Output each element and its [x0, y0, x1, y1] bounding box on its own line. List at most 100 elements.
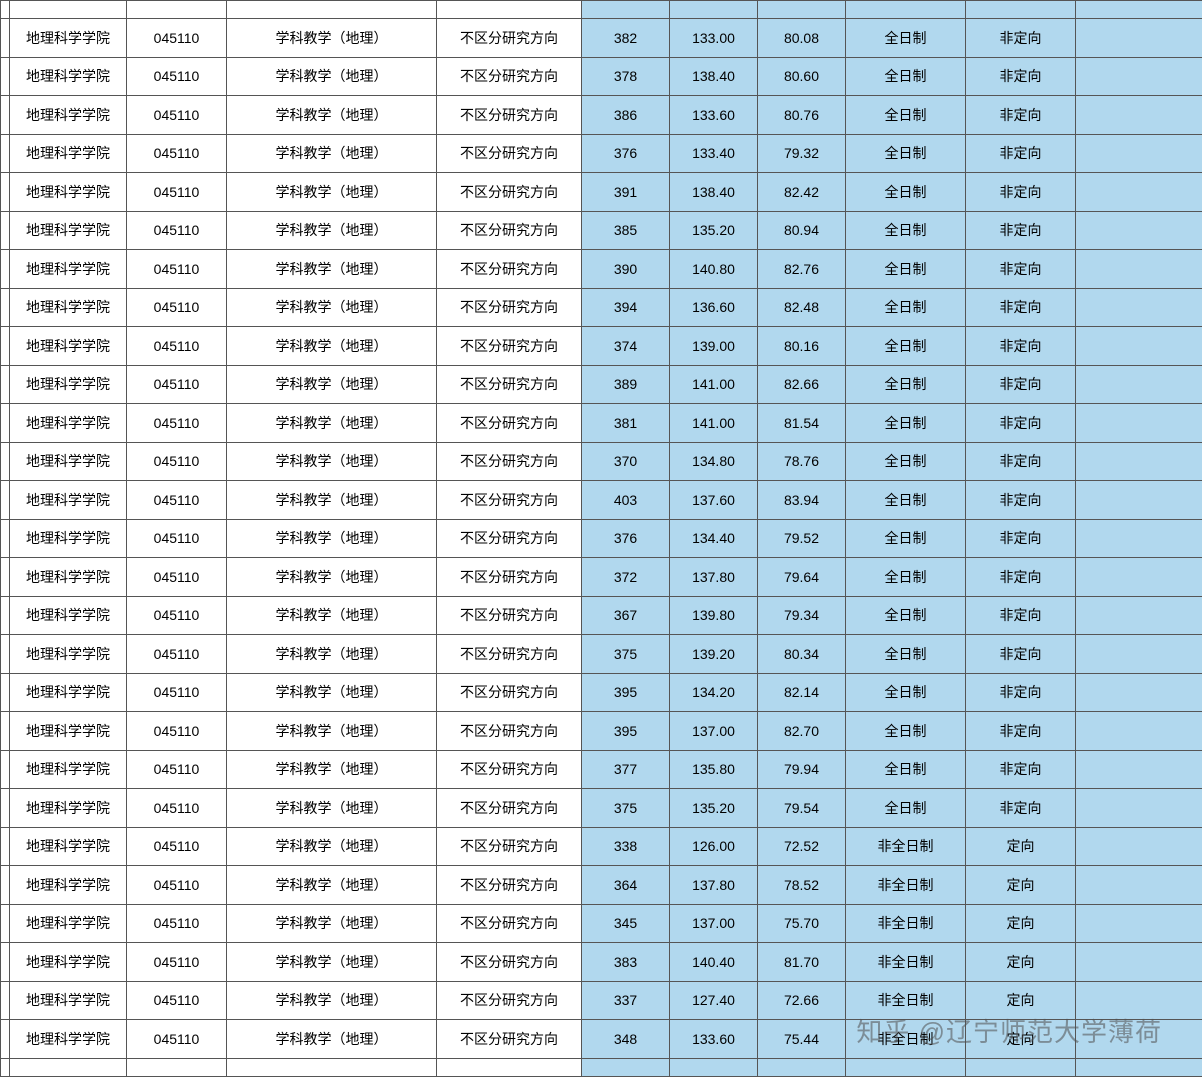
cell-score2: 141.00	[670, 404, 758, 443]
cell-code: 045110	[127, 904, 227, 943]
cell-score2: 134.20	[670, 673, 758, 712]
cell-college: 地理科学学院	[10, 211, 127, 250]
cell-score2: 139.20	[670, 635, 758, 674]
cell-direction: 不区分研究方向	[437, 827, 582, 866]
cell-mode: 全日制	[846, 404, 966, 443]
cell-code: 045110	[127, 96, 227, 135]
table-row: 地理科学学院045110学科教学（地理）不区分研究方向378138.4080.6…	[1, 57, 1202, 96]
cell-score3	[758, 1058, 846, 1076]
cell-direction: 不区分研究方向	[437, 943, 582, 982]
cell-score3: 80.60	[758, 57, 846, 96]
cell-score3: 82.14	[758, 673, 846, 712]
cell-score2: 134.80	[670, 442, 758, 481]
cell-orient: 定向	[966, 981, 1076, 1020]
cell-code	[127, 1, 227, 19]
cell-score2: 137.80	[670, 866, 758, 905]
table-row: 地理科学学院045110学科教学（地理）不区分研究方向375139.2080.3…	[1, 635, 1202, 674]
cell-orient: 非定向	[966, 134, 1076, 173]
cell-score2: 135.80	[670, 750, 758, 789]
cell-score3: 72.66	[758, 981, 846, 1020]
cell-major: 学科教学（地理）	[227, 712, 437, 751]
table-row-partial-top	[1, 1, 1202, 19]
cell-direction: 不区分研究方向	[437, 404, 582, 443]
cell-code: 045110	[127, 635, 227, 674]
cell-gutter	[1, 981, 10, 1020]
cell-orient: 非定向	[966, 404, 1076, 443]
cell-mode: 非全日制	[846, 1020, 966, 1059]
cell-score3: 79.34	[758, 596, 846, 635]
table-row: 地理科学学院045110学科教学（地理）不区分研究方向383140.4081.7…	[1, 943, 1202, 982]
cell-score2	[670, 1, 758, 19]
cell-gutter	[1, 1058, 10, 1076]
cell-score3	[758, 1, 846, 19]
cell-orient: 非定向	[966, 173, 1076, 212]
cell-gutter	[1, 558, 10, 597]
cell-major: 学科教学（地理）	[227, 481, 437, 520]
cell-score3: 78.52	[758, 866, 846, 905]
cell-blank	[1076, 404, 1202, 443]
cell-score1: 338	[582, 827, 670, 866]
cell-gutter	[1, 1, 10, 19]
cell-blank	[1076, 904, 1202, 943]
cell-college: 地理科学学院	[10, 288, 127, 327]
cell-code: 045110	[127, 327, 227, 366]
cell-mode: 全日制	[846, 57, 966, 96]
cell-score1: 395	[582, 712, 670, 751]
cell-orient: 非定向	[966, 211, 1076, 250]
cell-score1: 391	[582, 173, 670, 212]
cell-gutter	[1, 57, 10, 96]
cell-mode: 非全日制	[846, 981, 966, 1020]
cell-mode: 全日制	[846, 327, 966, 366]
cell-score1: 375	[582, 635, 670, 674]
cell-direction: 不区分研究方向	[437, 750, 582, 789]
cell-college: 地理科学学院	[10, 635, 127, 674]
cell-score1	[582, 1058, 670, 1076]
cell-college: 地理科学学院	[10, 96, 127, 135]
table-row: 地理科学学院045110学科教学（地理）不区分研究方向395137.0082.7…	[1, 712, 1202, 751]
cell-score2: 138.40	[670, 173, 758, 212]
admission-table-container: 地理科学学院045110学科教学（地理）不区分研究方向382133.0080.0…	[0, 0, 1202, 1077]
cell-gutter	[1, 904, 10, 943]
cell-college: 地理科学学院	[10, 481, 127, 520]
cell-code: 045110	[127, 943, 227, 982]
cell-mode: 全日制	[846, 19, 966, 58]
cell-score1: 376	[582, 519, 670, 558]
cell-direction: 不区分研究方向	[437, 173, 582, 212]
cell-major: 学科教学（地理）	[227, 789, 437, 828]
cell-direction: 不区分研究方向	[437, 789, 582, 828]
cell-score2: 135.20	[670, 789, 758, 828]
cell-gutter	[1, 19, 10, 58]
cell-score1: 377	[582, 750, 670, 789]
cell-direction: 不区分研究方向	[437, 19, 582, 58]
cell-direction: 不区分研究方向	[437, 288, 582, 327]
cell-orient: 定向	[966, 904, 1076, 943]
cell-score3: 80.76	[758, 96, 846, 135]
cell-major: 学科教学（地理）	[227, 173, 437, 212]
cell-gutter	[1, 712, 10, 751]
cell-code: 045110	[127, 750, 227, 789]
cell-gutter	[1, 173, 10, 212]
cell-code: 045110	[127, 365, 227, 404]
cell-score3: 80.08	[758, 19, 846, 58]
cell-major: 学科教学（地理）	[227, 211, 437, 250]
table-row: 地理科学学院045110学科教学（地理）不区分研究方向345137.0075.7…	[1, 904, 1202, 943]
cell-score2: 141.00	[670, 365, 758, 404]
cell-code: 045110	[127, 673, 227, 712]
cell-score2: 133.60	[670, 1020, 758, 1059]
cell-college: 地理科学学院	[10, 173, 127, 212]
cell-blank	[1076, 442, 1202, 481]
cell-score3: 83.94	[758, 481, 846, 520]
cell-score2: 134.40	[670, 519, 758, 558]
cell-score1: 382	[582, 19, 670, 58]
cell-blank	[1076, 750, 1202, 789]
cell-orient: 定向	[966, 943, 1076, 982]
cell-mode: 全日制	[846, 596, 966, 635]
cell-direction: 不区分研究方向	[437, 635, 582, 674]
cell-major: 学科教学（地理）	[227, 404, 437, 443]
cell-gutter	[1, 442, 10, 481]
cell-orient	[966, 1, 1076, 19]
cell-college: 地理科学学院	[10, 673, 127, 712]
cell-college: 地理科学学院	[10, 1020, 127, 1059]
table-row: 地理科学学院045110学科教学（地理）不区分研究方向377135.8079.9…	[1, 750, 1202, 789]
cell-blank	[1076, 712, 1202, 751]
